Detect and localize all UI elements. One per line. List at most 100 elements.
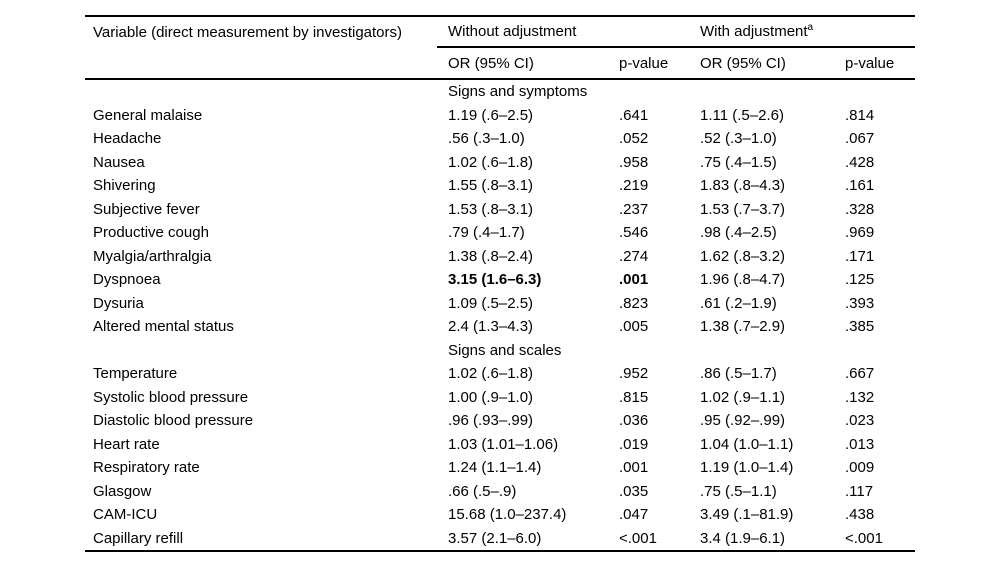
or-without-adjustment: 3.57 (2.1–6.0) [448, 529, 542, 547]
column-header-variable: Variable (direct measurement by investig… [93, 24, 403, 41]
variable-name: Dyspnoea [93, 271, 161, 289]
group-label: Without adjustment [448, 23, 577, 40]
or-without-adjustment: 2.4 (1.3–4.3) [448, 318, 534, 336]
p-value-without-adjustment: .001 [619, 271, 649, 289]
or-with-adjustment: .98 (.4–2.5) [700, 224, 777, 242]
or-with-adjustment: 3.49 (.1–81.9) [700, 506, 794, 524]
or-with-adjustment: 3.4 (1.9–6.1) [700, 529, 786, 547]
p-value-without-adjustment: .036 [619, 412, 649, 430]
table-row: Heart rate 1.03 (1.01–1.06) .019 1.04 (1.0–… [85, 433, 915, 457]
or-with-adjustment: .75 (.5–1.1) [700, 482, 777, 500]
variable-name: Shivering [93, 177, 156, 195]
p-value-with-adjustment: .009 [845, 459, 875, 477]
p-value-without-adjustment: .815 [619, 388, 649, 406]
p-value-with-adjustment: .023 [845, 412, 875, 430]
p-value-with-adjustment: .328 [845, 200, 875, 218]
or-with-adjustment: .95 (.92–.99) [700, 412, 786, 430]
p-value-with-adjustment: <.001 [845, 529, 883, 547]
or-without-adjustment: 1.02 (.6–1.8) [448, 365, 534, 383]
or-with-adjustment: .61 (.2–1.9) [700, 294, 777, 312]
p-value-without-adjustment: .823 [619, 294, 649, 312]
table-row: Respiratory rate 1.24 (1.1–1.4) .001 1.19 (… [85, 456, 915, 480]
or-with-adjustment: .75 (.4–1.5) [700, 153, 777, 171]
variable-name: Nausea [93, 153, 145, 171]
p-value-without-adjustment: .546 [619, 224, 649, 242]
p-value-with-adjustment: .969 [845, 224, 875, 242]
or-with-adjustment: 1.53 (.7–3.7) [700, 200, 786, 218]
p-value-without-adjustment: .035 [619, 482, 649, 500]
p-value-with-adjustment: .438 [845, 506, 875, 524]
variable-name: Respiratory rate [93, 459, 200, 477]
p-value-without-adjustment: .219 [619, 177, 649, 195]
or-with-adjustment: 1.62 (.8–3.2) [700, 247, 786, 265]
footnote-marker: a [807, 22, 814, 33]
section-row: Signs and scales [85, 339, 915, 363]
or-without-adjustment: 1.03 (1.01–1.06) [448, 435, 559, 453]
group-label: With adjustment [700, 23, 808, 40]
table-row: Capillary refill 3.57 (2.1–6.0) <.001 3.4 (… [85, 527, 915, 551]
p-value-without-adjustment: .047 [619, 506, 649, 524]
or-with-adjustment: .86 (.5–1.7) [700, 365, 777, 383]
p-value-without-adjustment: .052 [619, 130, 649, 148]
p-value-without-adjustment: .641 [619, 106, 649, 124]
table-row: Dyspnoea 3.15 (1.6–6.3) .001 1.96 (.8–4.7).… [85, 268, 915, 292]
or-with-adjustment: 1.04 (1.0–1.1) [700, 435, 794, 453]
or-without-adjustment: .56 (.3–1.0) [448, 130, 525, 148]
or-without-adjustment: 1.19 (.6–2.5) [448, 106, 534, 124]
or-without-adjustment: 1.53 (.8–3.1) [448, 200, 534, 218]
or-with-adjustment: 1.02 (.9–1.1) [700, 388, 786, 406]
p-value-with-adjustment: .428 [845, 153, 875, 171]
or-without-adjustment: 15.68 (1.0–237.4) [448, 506, 567, 524]
group-header-with-adjustment: With adjustmenta [692, 22, 915, 40]
table-row: Glasgow .66 (.5–.9) .035 .75 (.5–1.1) .117 [85, 480, 915, 504]
p-value-with-adjustment: .171 [845, 247, 875, 265]
variable-name: Capillary refill [93, 529, 184, 547]
table-row: Temperature 1.02 (.6–1.8) .952 .86 (.5–1.7)… [85, 362, 915, 386]
or-with-adjustment: 1.19 (1.0–1.4) [700, 459, 794, 477]
p-value-without-adjustment: .274 [619, 247, 649, 265]
table-row: Subjective fever 1.53 (.8–3.1) .237 1.53 (.… [85, 198, 915, 222]
group-header-row: Variable (direct measurement by investig… [85, 17, 915, 48]
or-with-adjustment: 1.38 (.7–2.9) [700, 318, 786, 336]
or-without-adjustment: 1.02 (.6–1.8) [448, 153, 534, 171]
p-value-without-adjustment: .952 [619, 365, 649, 383]
variable-name: Myalgia/arthralgia [93, 247, 212, 265]
p-value-with-adjustment: .125 [845, 271, 875, 289]
p-value-without-adjustment: .237 [619, 200, 649, 218]
sub-header-row: OR (95% CI) p-value OR (95% CI) p-value [85, 48, 915, 80]
p-value-with-adjustment: .814 [845, 106, 875, 124]
p-value-without-adjustment: .005 [619, 318, 649, 336]
column-header-or-without: OR (95% CI) [448, 55, 534, 71]
variable-name: CAM-ICU [93, 506, 158, 524]
group-headers: Without adjustment With adjustmenta [437, 17, 915, 48]
p-value-without-adjustment: .019 [619, 435, 649, 453]
table-row: Altered mental status 2.4 (1.3–4.3) .005 1.… [85, 315, 915, 339]
variable-name: Altered mental status [93, 318, 234, 336]
section-title: Signs and symptoms [448, 83, 588, 101]
p-value-with-adjustment: .161 [845, 177, 875, 195]
table-row: CAM-ICU 15.68 (1.0–237.4) .047 3.49 (.1–81.… [85, 503, 915, 527]
or-with-adjustment: 1.83 (.8–4.3) [700, 177, 786, 195]
p-value-with-adjustment: .132 [845, 388, 875, 406]
table-row: Productive cough .79 (.4–1.7) .546 .98 (.4–… [85, 221, 915, 245]
p-value-with-adjustment: .393 [845, 294, 875, 312]
odds-ratio-table: Variable (direct measurement by investig… [85, 15, 915, 552]
group-header-without-adjustment: Without adjustment [437, 24, 692, 39]
or-without-adjustment: .96 (.93–.99) [448, 412, 534, 430]
section-spacer [85, 80, 437, 104]
p-value-with-adjustment: .667 [845, 365, 875, 383]
table-row: Dysuria 1.09 (.5–2.5) .823 .61 (.2–1.9) .393 [85, 292, 915, 316]
table-row: Myalgia/arthralgia 1.38 (.8–2.4) .274 1.62 … [85, 245, 915, 269]
or-with-adjustment: .52 (.3–1.0) [700, 130, 777, 148]
column-header-p-with: p-value [845, 55, 895, 71]
table-body: Signs and symptoms General malaise 1.19 (.… [85, 80, 915, 550]
or-without-adjustment: .79 (.4–1.7) [448, 224, 525, 242]
variable-name: Diastolic blood pressure [93, 412, 254, 430]
column-header-p-without: p-value [619, 55, 669, 71]
variable-name: Temperature [93, 365, 178, 383]
variable-name: General malaise [93, 106, 203, 124]
variable-name: Heart rate [93, 435, 160, 453]
section-spacer [85, 339, 437, 363]
table-row: General malaise 1.19 (.6–2.5) .641 1.11 (.5… [85, 104, 915, 128]
or-without-adjustment: 1.24 (1.1–1.4) [448, 459, 542, 477]
